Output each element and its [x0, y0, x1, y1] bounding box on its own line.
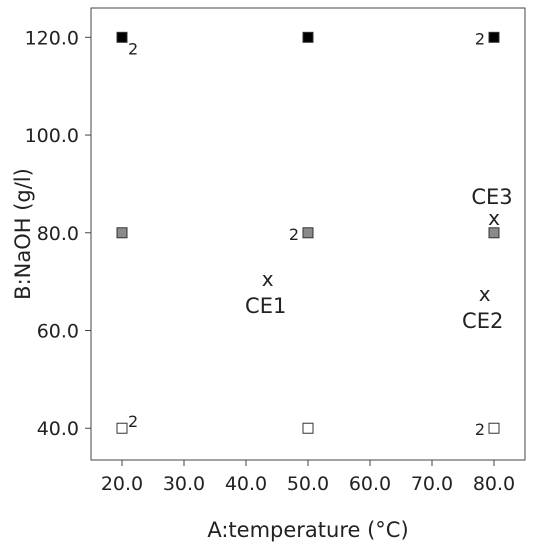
x-tick-label: 80.0	[473, 473, 515, 495]
checkpoint-marker: x	[262, 267, 274, 291]
replicate-count-label: 2	[475, 29, 485, 48]
design-points: 2 2 2 2 2	[116, 29, 500, 439]
replicate-count-label: 2	[128, 412, 138, 431]
design-point	[488, 227, 500, 239]
checkpoint-label: CE1	[245, 294, 286, 318]
y-tick-label: 40.0	[37, 418, 79, 440]
x-tick-label: 20.0	[101, 473, 143, 495]
x-tick-label: 50.0	[287, 473, 329, 495]
checkpoint-label: CE2	[462, 309, 503, 333]
x-tick-label: 30.0	[163, 473, 205, 495]
design-point	[116, 31, 128, 43]
y-tick-label: 80.0	[37, 223, 79, 245]
x-axis: 20.0 30.0 40.0 50.0 60.0 70.0 80.0	[101, 460, 515, 495]
y-axis: 40.0 60.0 80.0 100.0 120.0	[25, 27, 91, 440]
design-point	[116, 227, 128, 239]
x-axis-label: A:temperature (°C)	[207, 518, 408, 542]
y-tick-label: 120.0	[25, 27, 79, 49]
x-tick-label: 40.0	[225, 473, 267, 495]
y-tick-label: 60.0	[37, 321, 79, 343]
design-point	[488, 422, 500, 434]
design-point	[116, 422, 128, 434]
replicate-count-label: 2	[289, 225, 299, 244]
checkpoint-marker: x	[488, 206, 500, 230]
design-point	[302, 31, 314, 43]
checkpoint-label: CE3	[471, 185, 512, 209]
replicate-count-label: 2	[475, 420, 485, 439]
y-tick-label: 100.0	[25, 125, 79, 147]
x-tick-label: 60.0	[349, 473, 391, 495]
design-point	[488, 31, 500, 43]
design-point	[302, 422, 314, 434]
replicate-count-label: 2	[128, 39, 138, 58]
checkpoint-marker: x	[479, 282, 491, 306]
design-point	[302, 227, 314, 239]
y-axis-label: B:NaOH (g/l)	[11, 168, 35, 300]
x-tick-label: 70.0	[411, 473, 453, 495]
